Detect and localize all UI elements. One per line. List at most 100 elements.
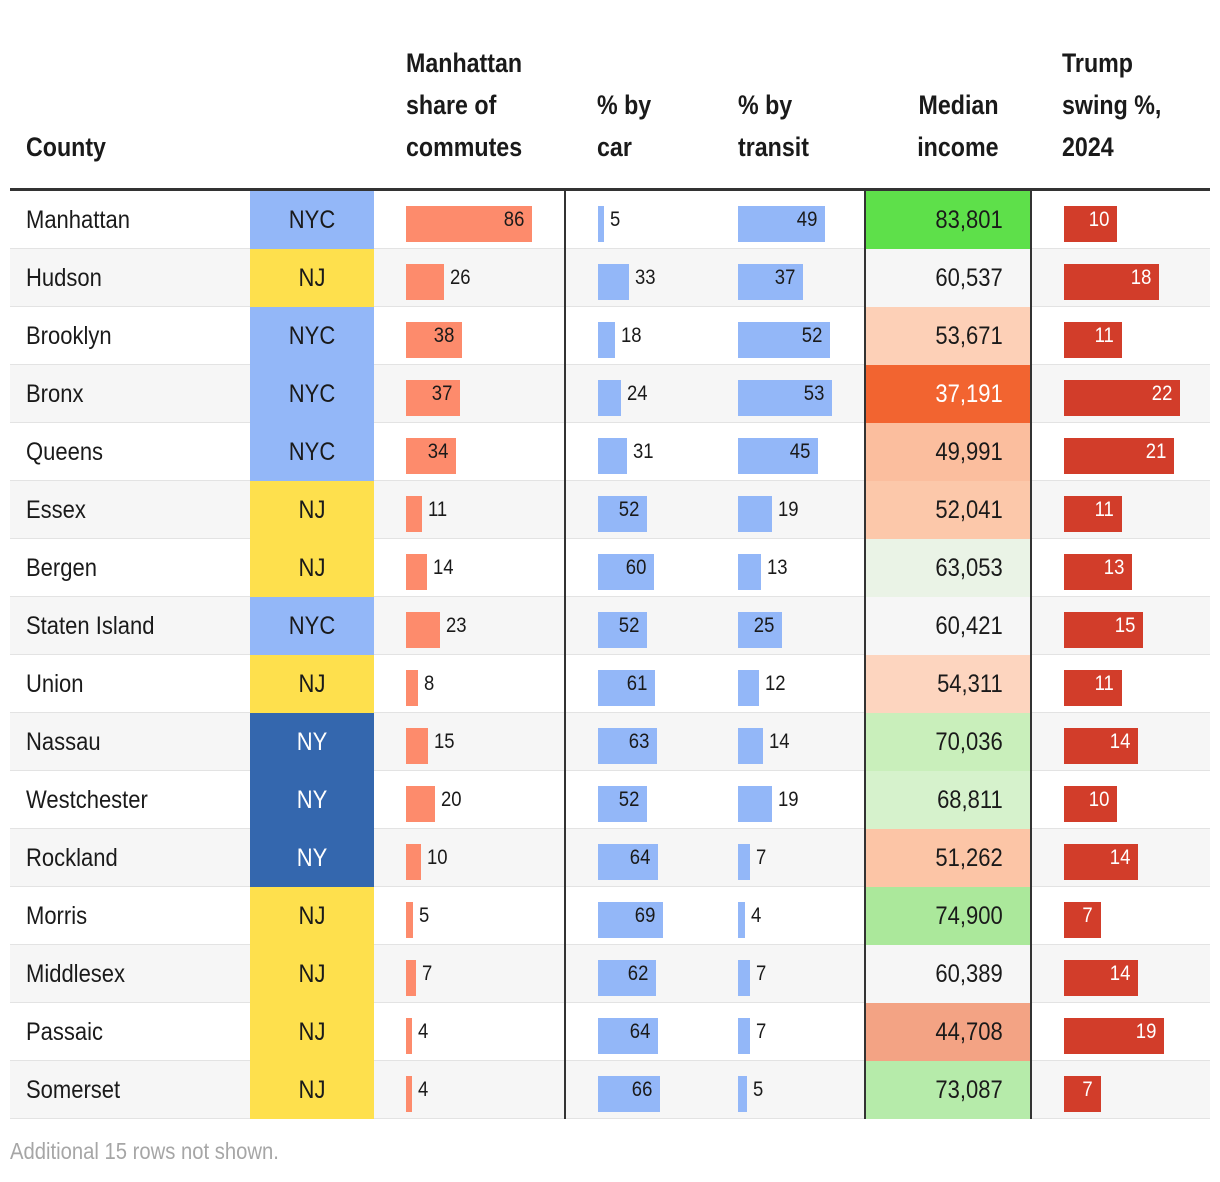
header-pct-transit-line2: transit [738, 132, 809, 162]
median-income-value: 60,389 [935, 960, 1003, 988]
pct-transit-bar [738, 612, 782, 648]
region-label: NYC [288, 380, 336, 408]
header-region [250, 0, 374, 188]
region-badge: NJ [250, 1003, 374, 1061]
header-manhattan-share-line2: share of [406, 90, 497, 120]
header-manhattan-share-line1: Manhattan [406, 48, 523, 78]
region-badge: NYC [250, 423, 374, 481]
pct-transit-bar [738, 496, 772, 532]
median-income-value: 68,811 [937, 786, 1003, 814]
table-body: Manhattan NYC 86 5 49 10 83,801 Hudson NJ 26 33 37 1… [10, 191, 1210, 1119]
county-name: Staten Island [26, 612, 155, 640]
trump-swing-value: 14 [1109, 962, 1130, 985]
trump-swing-value: 14 [1109, 846, 1130, 869]
pct-car-value: 63 [628, 730, 649, 753]
region-badge: NYC [250, 597, 374, 655]
pct-transit-value: 7 [756, 1020, 767, 1043]
median-income-cell: 49,991 [866, 423, 1030, 481]
header-pct-car-line1: % by [597, 90, 652, 120]
table-row: Essex NJ 11 52 19 11 52,041 [10, 481, 1210, 539]
manhattan-share-bar [406, 612, 440, 648]
table-row: Passaic NJ 4 64 7 19 44,708 [10, 1003, 1210, 1061]
manhattan-share-value: 10 [427, 846, 448, 869]
county-name: Nassau [26, 728, 101, 756]
county-name: Westchester [26, 786, 148, 814]
trump-swing-bar [1064, 960, 1138, 996]
pct-transit-bar [738, 322, 830, 358]
manhattan-share-value: 15 [434, 730, 455, 753]
pct-transit-value: 7 [756, 846, 767, 869]
county-name: Hudson [26, 264, 102, 292]
trump-swing-value: 14 [1109, 730, 1130, 753]
table-row: Queens NYC 34 31 45 21 49,991 [10, 423, 1210, 481]
trump-swing-value: 19 [1135, 1020, 1156, 1043]
header-manhattan-share: Manhattan share of commutes [406, 0, 556, 188]
pct-transit-bar [738, 728, 763, 764]
trump-swing-value: 13 [1103, 556, 1124, 579]
region-badge: NYC [250, 365, 374, 423]
pct-car-value: 64 [629, 846, 650, 869]
manhattan-share-value: 34 [427, 440, 448, 463]
manhattan-share-bar [406, 1076, 412, 1112]
median-income-cell: 73,087 [866, 1061, 1030, 1119]
pct-car-value: 69 [634, 904, 655, 927]
manhattan-share-value: 11 [428, 498, 448, 521]
median-income-cell: 53,671 [866, 307, 1030, 365]
trump-swing-bar [1064, 670, 1122, 706]
manhattan-share-bar [406, 554, 427, 590]
pct-car-bar [598, 496, 647, 532]
pct-car-bar [598, 264, 629, 300]
median-income-value: 54,311 [937, 670, 1003, 698]
pct-transit-value: 25 [753, 614, 774, 637]
county-name: Queens [26, 438, 104, 466]
pct-transit-bar [738, 786, 772, 822]
pct-transit-bar [738, 844, 750, 880]
median-income-value: 44,708 [935, 1018, 1003, 1046]
trump-swing-value: 11 [1094, 672, 1114, 695]
header-trump-swing-line3: 2024 [1062, 132, 1114, 162]
pct-transit-value: 45 [789, 440, 810, 463]
header-median-income-line2: income [917, 132, 999, 162]
median-income-cell: 54,311 [866, 655, 1030, 713]
trump-swing-value: 10 [1088, 208, 1109, 231]
pct-car-value: 24 [627, 382, 648, 405]
pct-car-value: 52 [618, 614, 639, 637]
median-income-cell: 60,537 [866, 249, 1030, 307]
manhattan-share-bar [406, 264, 444, 300]
trump-swing-bar [1064, 1018, 1164, 1054]
county-name: Somerset [26, 1076, 121, 1104]
county-name: Middlesex [26, 960, 126, 988]
table-row: Westchester NY 20 52 19 10 68,811 [10, 771, 1210, 829]
median-income-cell: 74,900 [866, 887, 1030, 945]
median-income-value: 60,537 [935, 264, 1003, 292]
manhattan-share-bar [406, 206, 532, 242]
pct-car-value: 33 [635, 266, 656, 289]
county-name: Rockland [26, 844, 118, 872]
pct-transit-value: 14 [769, 730, 790, 753]
region-badge: NYC [250, 307, 374, 365]
table-row: Somerset NJ 4 66 5 7 73,087 [10, 1061, 1210, 1119]
header-pct-car: % by car [597, 0, 717, 188]
header-median-income-line1: Median [919, 90, 999, 120]
table-row: Staten Island NYC 23 52 25 15 60,421 [10, 597, 1210, 655]
region-label: NJ [298, 902, 326, 930]
median-income-cell: 83,801 [866, 191, 1030, 249]
table-row: Hudson NJ 26 33 37 18 60,537 [10, 249, 1210, 307]
column-divider-share [564, 191, 566, 1119]
table-row: Morris NJ 5 69 4 7 74,900 [10, 887, 1210, 945]
pct-transit-value: 12 [765, 672, 786, 695]
county-name: Brooklyn [26, 322, 112, 350]
header-pct-transit-line1: % by [738, 90, 793, 120]
pct-car-bar [598, 206, 604, 242]
median-income-value: 74,900 [935, 902, 1003, 930]
pct-transit-value: 5 [753, 1078, 764, 1101]
region-badge: NYC [250, 191, 374, 249]
region-label: NYC [288, 612, 336, 640]
pct-transit-value: 4 [751, 904, 762, 927]
median-income-cell: 37,191 [866, 365, 1030, 423]
median-income-value: 63,053 [935, 554, 1003, 582]
region-label: NJ [298, 670, 326, 698]
median-income-cell: 60,389 [866, 945, 1030, 1003]
median-income-cell: 70,036 [866, 713, 1030, 771]
pct-transit-value: 37 [774, 266, 795, 289]
